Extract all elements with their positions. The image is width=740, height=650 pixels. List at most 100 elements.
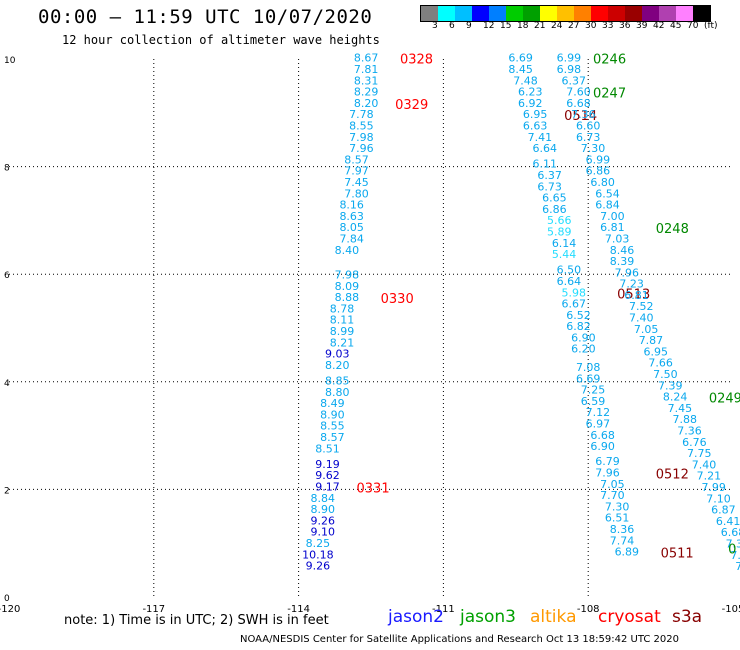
wave-height-value: 8.57: [344, 153, 369, 166]
legend-jason3: jason3: [460, 607, 516, 627]
color-scale-label: 9: [466, 21, 472, 31]
color-swatch: [523, 6, 540, 21]
color-scale-label: 21: [534, 21, 546, 31]
wave-height-value: 7.50: [653, 368, 678, 381]
x-tick-label: -108: [577, 604, 600, 615]
wave-height-value: 8.88: [335, 291, 360, 304]
wave-height-value: 8.84: [310, 492, 335, 505]
wave-height-value: 7.36: [571, 108, 596, 121]
wave-height-value: 9.62: [315, 469, 340, 482]
wave-height-value: 5.66: [547, 214, 572, 227]
wave-height-value: 6.92: [518, 97, 543, 110]
wave-height-value: 9.19: [315, 458, 340, 471]
color-scale-label: 45: [670, 21, 682, 31]
pass-time-label: 0514: [564, 109, 597, 124]
wave-height-value: 7.84: [339, 232, 364, 245]
wave-height-value: 7.17: [730, 549, 740, 562]
wave-height-value: 7.78: [349, 108, 374, 121]
wave-height-value: 6.54: [595, 187, 620, 200]
wave-height-value: 6.87: [711, 504, 736, 517]
wave-height-value: 7.39: [658, 379, 683, 392]
color-scale-label: 24: [551, 21, 563, 31]
wave-height-value: 8.16: [339, 199, 364, 212]
wave-height-value: 7.75: [687, 447, 712, 460]
color-swatch: [506, 6, 523, 21]
wave-height-value: 6.82: [566, 320, 591, 333]
wave-height-value: 6.73: [576, 131, 601, 144]
color-swatch: [540, 6, 557, 21]
color-swatch: [438, 6, 455, 21]
wave-height-value: 6.79: [595, 455, 620, 468]
wave-height-value: 8.51: [315, 442, 340, 455]
wave-height-value: 6.37: [561, 74, 586, 87]
wave-height-value: 7.88: [672, 413, 697, 426]
wave-height-value: 8.09: [335, 280, 360, 293]
legend-altika: altika: [530, 607, 577, 627]
legend-jason2: jason2: [388, 607, 444, 627]
color-scale-label: 42: [653, 21, 665, 31]
wave-height-value: 6.84: [595, 199, 620, 212]
y-tick-label: 0: [4, 594, 10, 604]
wave-height-value: 6.95: [523, 108, 548, 121]
wave-height-value: 6.80: [590, 176, 615, 189]
wave-height-value: 7.45: [668, 402, 693, 415]
color-swatch: [472, 6, 489, 21]
wave-height-value: 6.68: [590, 429, 615, 442]
wave-height-value: 7.98: [349, 131, 374, 144]
wave-height-value: 6.68: [721, 526, 740, 539]
wave-height-value: 7.70: [600, 489, 625, 502]
wave-height-value: 8.57: [320, 431, 345, 444]
wave-height-value: 6.23: [518, 86, 543, 99]
wave-height-value: 7.48: [513, 74, 538, 87]
wave-height-value: 8.05: [339, 221, 364, 234]
wave-height-value: 6.59: [581, 395, 606, 408]
color-swatch: [659, 6, 676, 21]
wave-height-value: 8.80: [325, 386, 350, 399]
color-scale-label: 12: [483, 21, 495, 31]
wave-height-value: 7.96: [349, 142, 374, 155]
wave-height-value: 6.99: [586, 153, 611, 166]
wave-height-value: 7.36: [677, 425, 702, 438]
wave-height-value: 7.10: [706, 492, 731, 505]
wave-height-value: 6.14: [552, 237, 577, 250]
map-subtitle: 12 hour collection of altimeter wave hei…: [62, 33, 380, 47]
map-title: 00:00 – 11:59 UTC 10/07/2020: [38, 6, 373, 28]
wave-height-value: 8.20: [325, 359, 350, 372]
wave-height-value: 6.67: [561, 298, 586, 311]
y-tick-label: 10: [4, 56, 16, 66]
pass-time-label: 0512: [656, 467, 689, 482]
color-scale-label: 36: [619, 21, 631, 31]
wave-height-value: 6.95: [644, 345, 669, 358]
color-scale-bar: [420, 5, 711, 22]
wave-height-value: 8.31: [354, 74, 379, 87]
wave-height-value: 8.90: [320, 408, 345, 421]
wave-height-value: 6.65: [542, 192, 567, 205]
x-tick-label: -105: [722, 604, 740, 615]
y-tick-label: 6: [4, 271, 10, 281]
wave-height-value: 6.99: [557, 52, 582, 65]
pass-time-label: 0511: [661, 547, 694, 562]
wave-height-value: 8.55: [320, 420, 345, 433]
wave-height-value: 7.98: [335, 269, 360, 282]
wave-height-value: 7.23: [619, 278, 644, 291]
color-swatch: [625, 6, 642, 21]
wave-height-value: 7.99: [701, 481, 726, 494]
color-swatch: [608, 6, 625, 21]
color-scale-label: 18: [517, 21, 529, 31]
wave-height-value: 8.46: [610, 244, 635, 257]
color-scale-label: 33: [602, 21, 614, 31]
wave-height-value: 8.49: [320, 397, 345, 410]
wave-height-value: 6.69: [576, 372, 601, 385]
wave-height-value: 8.39: [610, 255, 635, 268]
wave-height-value: 5.44: [552, 248, 577, 261]
color-scale-label: (ft): [704, 21, 718, 31]
color-scale-label: 27: [568, 21, 580, 31]
color-scale-label: 15: [500, 21, 512, 31]
y-tick-label: 2: [4, 486, 10, 496]
wave-height-value: 9.17: [315, 480, 340, 493]
wave-height-value: 6.20: [571, 343, 596, 356]
color-scale-label: 70: [687, 21, 699, 31]
wave-height-value: 8.11: [330, 314, 355, 327]
wave-height-value: 7.74: [610, 534, 635, 547]
